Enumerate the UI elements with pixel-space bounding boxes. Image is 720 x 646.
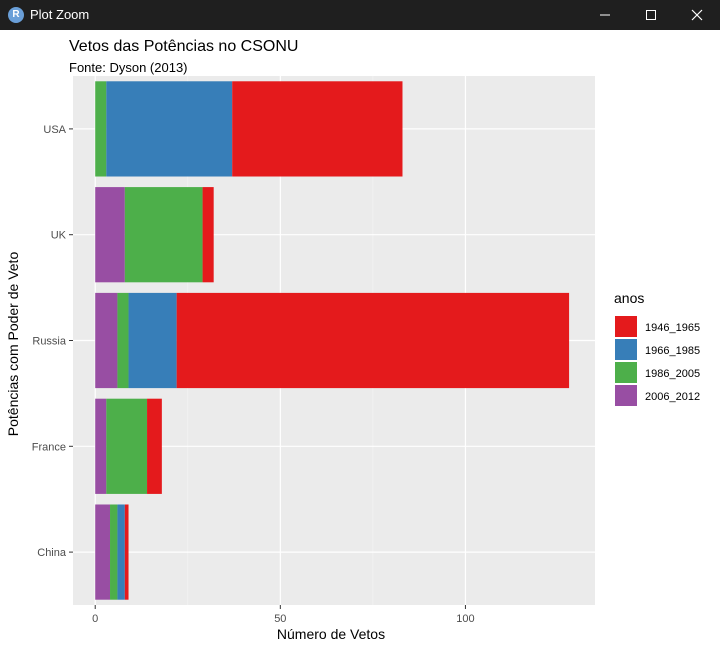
legend: anos 1946_1965 1966_1985 1986_2005 2006_2012 [614,290,700,406]
bar-france-1986_2005 [106,398,148,494]
bars [95,81,570,600]
legend-key-1946_1965 [615,316,637,337]
bar-france-2006_2012 [95,398,107,494]
maximize-icon [646,10,656,20]
x-tick-label: 100 [456,613,474,625]
legend-label: 1946_1965 [645,322,700,334]
y-tick-label: Russia [32,336,67,348]
legend-label: 1986_2005 [645,368,700,380]
x-tick-label: 0 [92,613,98,625]
legend-key-2006_2012 [615,385,637,406]
axes: USA UK Russia France China 0 50 100 [32,124,475,625]
y-tick-label: USA [43,124,66,136]
veto-bar-chart: Vetos das Potências no CSONU Fonte: Dyso… [5,38,700,642]
minimize-button[interactable] [582,0,628,30]
bar-uk-2006_2012 [95,187,125,283]
close-button[interactable] [674,0,720,30]
y-axis-label: Potências com Poder de Veto [5,252,21,437]
bar-france-1946_1965 [147,398,162,494]
legend-key-1986_2005 [615,362,637,383]
bar-china-1946_1965 [124,504,129,600]
bar-usa-1966_1985 [106,81,233,177]
bar-usa-1946_1965 [232,81,403,177]
legend-label: 1966_1985 [645,345,700,357]
bar-china-1966_1985 [117,504,125,600]
x-tick-label: 50 [274,613,286,625]
bar-usa-1986_2005 [95,81,107,177]
r-logo-icon: R [8,7,24,23]
y-tick-label: China [37,547,67,559]
bar-russia-2006_2012 [95,292,118,389]
chart-subtitle: Fonte: Dyson (2013) [69,60,188,75]
legend-key-1966_1985 [615,339,637,360]
bar-russia-1966_1985 [128,292,177,389]
window-title: Plot Zoom [30,7,90,22]
legend-label: 2006_2012 [645,391,700,403]
close-icon [691,9,703,21]
x-axis-label: Número de Vetos [277,626,385,642]
bar-russia-1946_1965 [176,292,570,389]
bar-uk-1946_1965 [202,187,214,283]
bar-china-2006_2012 [95,504,111,600]
title-bar: R Plot Zoom [0,0,720,30]
y-tick-label: France [32,441,66,453]
chart-title: Vetos das Potências no CSONU [69,38,298,55]
legend-title: anos [614,290,644,306]
bar-uk-1986_2005 [124,187,203,283]
bar-russia-1986_2005 [117,292,129,389]
maximize-button[interactable] [628,0,674,30]
y-tick-label: UK [51,230,67,242]
bar-china-1986_2005 [110,504,118,600]
minimize-icon [600,14,610,16]
